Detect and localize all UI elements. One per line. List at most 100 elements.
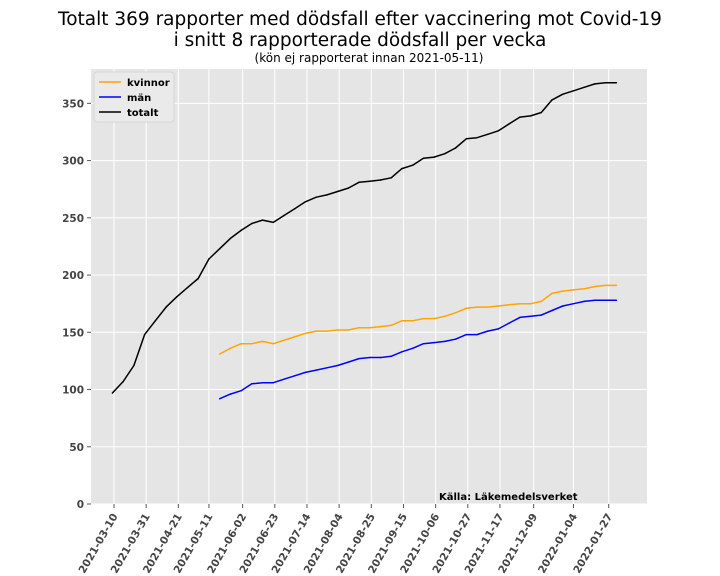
data-point-totalt [218,247,221,250]
data-point-män [411,347,414,350]
series-line-totalt [111,81,617,394]
data-point-män [562,305,564,307]
data-point-kvinnor [272,342,275,345]
chart-title: Totalt 369 rapporter med dödsfall efter … [58,9,662,30]
data-point-totalt [551,99,553,101]
data-point-kvinnor [390,324,392,327]
data-point-män [465,333,468,336]
data-point-totalt [293,207,296,210]
data-point-män [251,383,253,385]
data-point-totalt [369,180,371,182]
data-point-totalt [186,286,189,289]
data-point-män [486,330,489,332]
data-point-totalt [433,156,435,158]
legend-label-kvinnor: kvinnor [127,78,170,89]
data-point-totalt [422,157,425,160]
data-point-män [476,333,478,336]
data-point-totalt [379,179,382,181]
data-point-totalt [465,138,468,140]
data-point-kvinnor [529,302,532,305]
data-point-totalt [251,222,253,225]
data-point-totalt [572,90,575,92]
data-point-män [594,299,596,301]
series-line-kvinnor [219,284,617,355]
data-point-män [379,356,382,359]
data-point-totalt [208,258,210,260]
legend-box [93,71,175,123]
data-point-kvinnor [411,320,414,322]
data-point-totalt [540,111,543,114]
y-tick-label: 200 [62,270,84,282]
data-point-totalt [411,164,414,166]
data-point-totalt [529,115,532,117]
data-point-totalt [583,86,585,89]
data-point-totalt [261,219,264,221]
data-point-män [272,381,275,384]
data-point-totalt [508,123,510,125]
data-point-kvinnor [379,325,382,328]
data-point-totalt [444,152,446,155]
data-point-totalt [111,392,114,394]
data-point-totalt [229,237,232,240]
data-point-totalt [283,214,285,217]
data-point-totalt [615,81,618,84]
y-tick-label: 0 [77,499,84,511]
data-point-kvinnor [519,302,521,305]
data-point-totalt [240,229,242,232]
data-point-totalt [454,147,457,149]
source-annotation: Källa: Läkemedelsverket [439,492,578,503]
data-point-kvinnor [229,347,232,350]
data-point-kvinnor [583,288,585,290]
data-point-män [218,397,221,400]
data-point-totalt [304,201,307,203]
data-point-män [304,371,307,374]
data-point-män [315,369,317,371]
data-point-totalt [519,116,521,118]
y-tick-label: 300 [62,156,84,168]
data-point-kvinnor [476,306,478,308]
y-tick-label: 50 [69,442,84,454]
data-point-män [583,300,585,303]
data-point-kvinnor [562,290,564,292]
data-point-män [529,315,532,318]
data-point-män [551,309,553,312]
data-point-män [572,302,575,305]
data-point-kvinnor [218,353,221,355]
data-point-totalt [594,83,596,85]
data-point-män [444,340,446,343]
y-tick-label: 100 [62,385,84,397]
data-point-män [261,381,264,384]
data-point-kvinnor [433,317,435,320]
data-point-kvinnor [347,329,350,331]
data-point-kvinnor [497,305,500,307]
data-point-män [604,299,607,301]
legend-label-män: män [127,93,151,104]
data-point-totalt [176,296,178,298]
data-point-totalt [133,364,135,367]
data-point-män [540,314,543,316]
data-point-kvinnor [315,330,317,332]
data-point-kvinnor [454,312,457,314]
data-point-totalt [347,187,350,189]
data-point-totalt [497,130,500,132]
data-point-kvinnor [304,332,307,335]
data-point-kvinnor [251,342,253,345]
data-point-män [433,341,435,344]
data-point-kvinnor [540,300,543,303]
data-point-kvinnor [240,342,242,345]
data-point-män [497,328,500,330]
data-point-totalt [165,306,167,308]
data-point-män [519,316,521,319]
data-point-totalt [272,221,275,224]
data-point-män [326,367,328,369]
data-point-kvinnor [422,317,425,320]
data-point-totalt [154,320,157,322]
data-point-kvinnor [465,307,468,310]
data-point-totalt [486,133,489,136]
data-point-män [283,378,285,380]
data-point-kvinnor [358,326,360,329]
legend-label-totalt: totalt [127,108,159,119]
data-point-totalt [197,277,199,280]
data-point-kvinnor [486,306,489,308]
data-point-kvinnor [326,330,328,332]
